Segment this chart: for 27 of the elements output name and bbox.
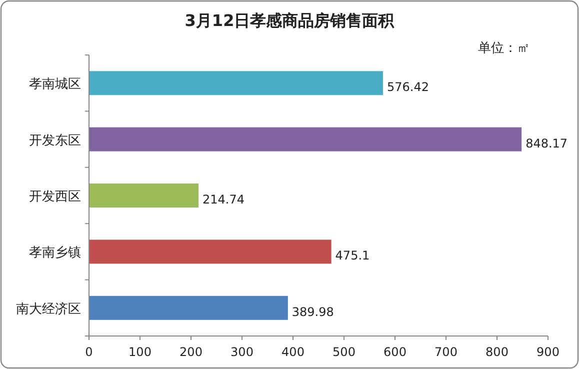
y-tick-label: 孝南乡镇 — [29, 246, 81, 261]
x-tick-label: 0 — [85, 345, 93, 359]
x-tick-label: 900 — [536, 345, 560, 359]
y-tick-label: 开发东区 — [29, 133, 81, 148]
x-tick-label: 700 — [434, 345, 458, 359]
data-label: 214.74 — [202, 192, 245, 206]
x-tick-label: 100 — [128, 345, 152, 359]
bar — [89, 127, 522, 152]
data-label: 848.17 — [526, 136, 568, 150]
x-tick-label: 600 — [384, 345, 406, 359]
bar — [89, 296, 288, 320]
x-tick-label: 400 — [282, 345, 304, 359]
data-label: 576.42 — [386, 80, 429, 94]
y-tick-label: 开发西区 — [29, 190, 81, 204]
x-tick-label: 500 — [332, 345, 356, 359]
data-label: 389.98 — [292, 304, 334, 319]
y-tick-label: 孝南城区 — [29, 77, 81, 92]
bar — [89, 184, 199, 208]
x-tick-label: 200 — [180, 345, 202, 359]
annotation: 单位：㎡ — [478, 41, 530, 56]
bar — [89, 71, 383, 96]
y-tick-label: 南大经济区 — [16, 302, 81, 317]
chart-title: 3月12日孝感商品房销售面积 — [184, 11, 396, 30]
data-label: 475.1 — [335, 248, 370, 263]
bar — [89, 240, 332, 264]
x-tick-label: 800 — [486, 345, 508, 359]
x-tick-label: 300 — [230, 345, 254, 359]
